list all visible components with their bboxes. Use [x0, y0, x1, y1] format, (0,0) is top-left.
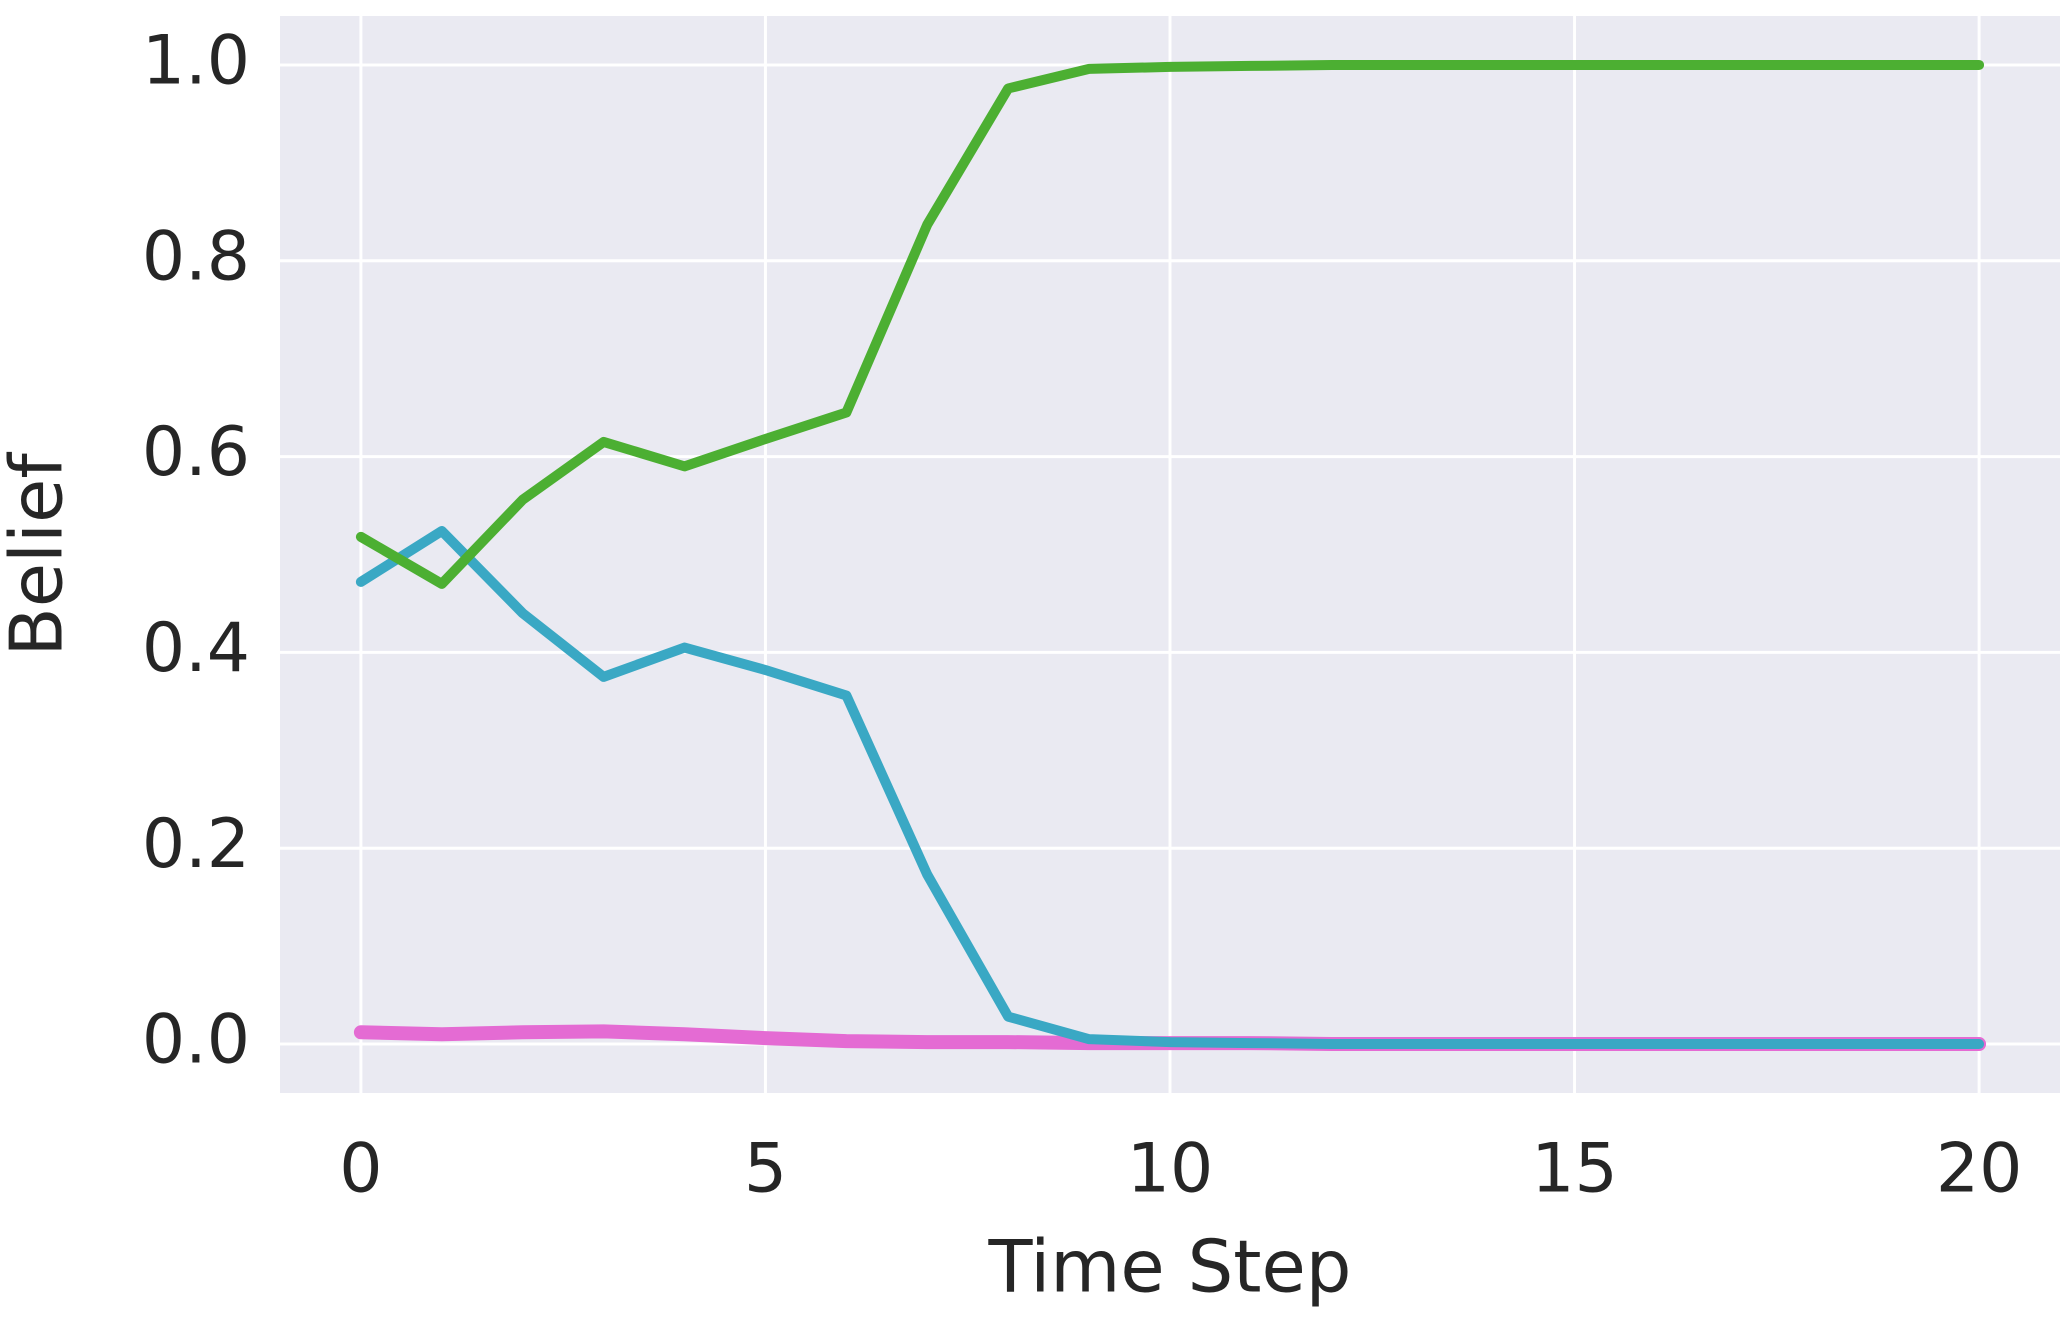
x-axis-label: Time Step [987, 1225, 1351, 1309]
y-tick-label: 1.0 [142, 22, 250, 101]
series-line [355, 526, 1985, 1050]
y-tick-label: 0.6 [142, 413, 250, 492]
x-tick-label: 20 [1936, 1130, 2023, 1209]
y-tick-label: 0.0 [142, 1001, 250, 1080]
x-tick-label: 0 [339, 1130, 382, 1209]
y-tick-label: 0.2 [142, 805, 250, 884]
y-tick-label: 0.8 [142, 217, 250, 296]
x-tick-label: 15 [1531, 1130, 1618, 1209]
series-line [355, 59, 1985, 589]
x-tick-label: 5 [744, 1130, 787, 1209]
y-tick-label: 0.4 [142, 609, 250, 688]
y-axis-label: Belief [0, 452, 79, 657]
x-tick-label: 10 [1127, 1130, 1214, 1209]
